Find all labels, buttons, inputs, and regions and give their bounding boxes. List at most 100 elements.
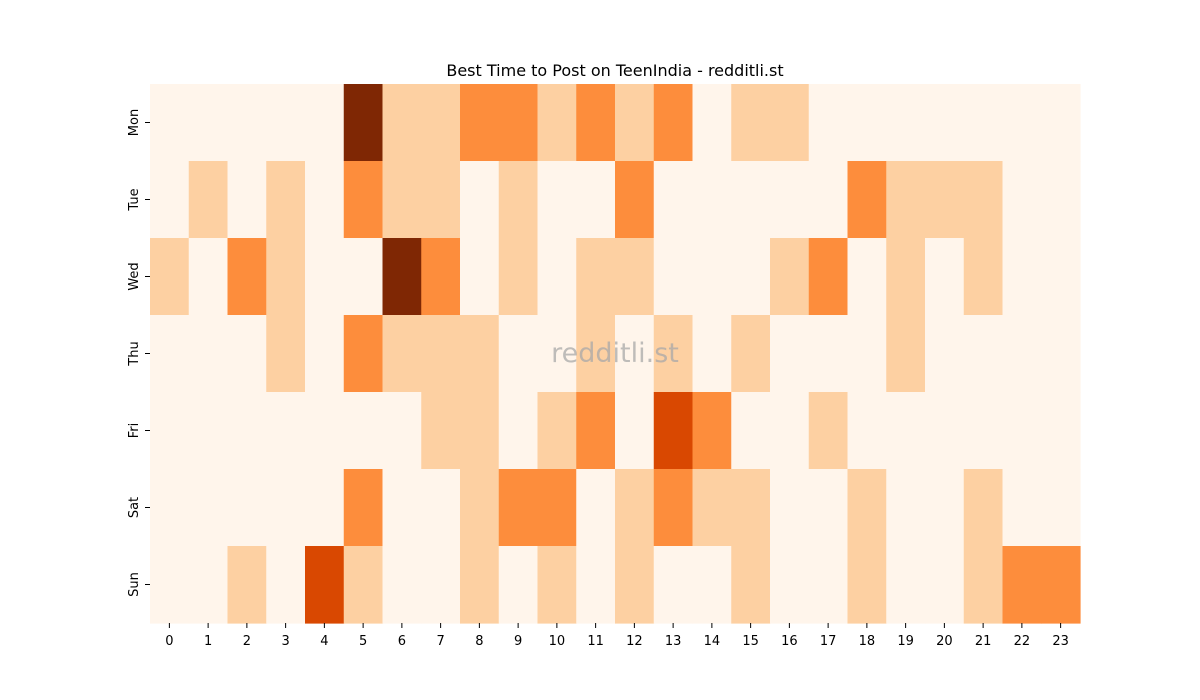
heatmap-cell-thu-8 xyxy=(460,315,500,393)
heatmap-cell-wed-21 xyxy=(963,238,1004,316)
heatmap-cell-mon-22 xyxy=(1002,84,1042,162)
heatmap-cell-tue-23 xyxy=(1041,161,1081,239)
heatmap-cell-sun-23 xyxy=(1041,546,1081,624)
heatmap-cell-mon-21 xyxy=(963,84,1004,162)
heatmap-cell-tue-21 xyxy=(963,161,1004,239)
heatmap-cell-thu-19 xyxy=(886,315,926,393)
heatmap-cell-thu-14 xyxy=(692,315,732,393)
heatmap-cell-mon-20 xyxy=(925,84,965,162)
heatmap-cell-thu-10 xyxy=(537,315,577,393)
heatmap-cell-wed-4 xyxy=(305,238,345,316)
heatmap-cell-fri-19 xyxy=(886,392,926,470)
heatmap-cell-sat-17 xyxy=(808,469,849,547)
heatmap-cell-wed-1 xyxy=(188,238,229,316)
heatmap-cell-mon-18 xyxy=(847,84,887,162)
heatmap-cell-wed-0 xyxy=(150,238,190,316)
x-tick-label: 17 xyxy=(820,634,837,649)
heatmap-cell-sun-21 xyxy=(963,546,1004,624)
heatmap-cell-wed-2 xyxy=(227,238,267,316)
heatmap-cell-wed-19 xyxy=(886,238,926,316)
heatmap-cell-tue-15 xyxy=(731,161,771,239)
heatmap-cell-fri-11 xyxy=(576,392,616,470)
heatmap-cell-thu-21 xyxy=(963,315,1004,393)
x-tick-label: 10 xyxy=(549,634,566,649)
heatmap-cell-fri-5 xyxy=(343,392,384,470)
heatmap-cell-mon-23 xyxy=(1041,84,1081,162)
x-tick-label: 9 xyxy=(514,634,522,649)
heatmap-cell-sat-19 xyxy=(886,469,926,547)
heatmap-cell-mon-15 xyxy=(731,84,771,162)
heatmap-cell-sat-22 xyxy=(1002,469,1042,547)
heatmap-cell-fri-17 xyxy=(808,392,849,470)
x-tick-label: 15 xyxy=(742,634,759,649)
x-tick-label: 8 xyxy=(475,634,483,649)
heatmap-cell-wed-10 xyxy=(537,238,577,316)
heatmap-cell-sat-15 xyxy=(731,469,771,547)
x-tick-label: 16 xyxy=(781,634,798,649)
x-tick-label: 2 xyxy=(243,634,251,649)
heatmap-cell-wed-23 xyxy=(1041,238,1081,316)
heatmap-cell-sun-1 xyxy=(188,546,229,624)
heatmap-cell-sat-0 xyxy=(150,469,190,547)
heatmap-cell-fri-10 xyxy=(537,392,577,470)
heatmap-cell-wed-17 xyxy=(808,238,849,316)
heatmap-cell-sun-17 xyxy=(808,546,849,624)
heatmap-cell-mon-1 xyxy=(188,84,229,162)
y-tick-label: Mon xyxy=(127,109,142,136)
heatmap-cell-tue-13 xyxy=(653,161,694,239)
heatmap-cell-sat-2 xyxy=(227,469,267,547)
heatmap-cell-thu-9 xyxy=(498,315,539,393)
heatmap-cell-wed-3 xyxy=(266,238,306,316)
y-tick-label: Sun xyxy=(127,572,142,597)
heatmap-cell-mon-9 xyxy=(498,84,539,162)
heatmap-cell-tue-4 xyxy=(305,161,345,239)
heatmap-cell-sun-14 xyxy=(692,546,732,624)
heatmap-cell-tue-1 xyxy=(188,161,229,239)
heatmap-cell-wed-18 xyxy=(847,238,887,316)
heatmap-cell-fri-22 xyxy=(1002,392,1042,470)
heatmap-cell-sat-12 xyxy=(615,469,655,547)
heatmap-cell-sat-3 xyxy=(266,469,306,547)
heatmap-cell-sat-5 xyxy=(343,469,384,547)
heatmap-cell-sat-16 xyxy=(770,469,810,547)
heatmap-cell-tue-7 xyxy=(421,161,461,239)
heatmap-cell-sun-18 xyxy=(847,546,887,624)
heatmap-cell-fri-12 xyxy=(615,392,655,470)
heatmap-cell-tue-20 xyxy=(925,161,965,239)
heatmap-cell-wed-6 xyxy=(382,238,422,316)
heatmap-cell-thu-18 xyxy=(847,315,887,393)
heatmap-cell-mon-0 xyxy=(150,84,190,162)
x-tick-label: 12 xyxy=(626,634,643,649)
heatmap-cell-sun-16 xyxy=(770,546,810,624)
heatmap-cell-sun-20 xyxy=(925,546,965,624)
heatmap-cell-wed-15 xyxy=(731,238,771,316)
heatmap-cell-wed-5 xyxy=(343,238,384,316)
heatmap-cell-wed-9 xyxy=(498,238,539,316)
heatmap-cell-wed-8 xyxy=(460,238,500,316)
x-tick-label: 1 xyxy=(204,634,212,649)
heatmap-cell-sat-9 xyxy=(498,469,539,547)
heatmap-cell-mon-17 xyxy=(808,84,849,162)
heatmap-cell-sun-15 xyxy=(731,546,771,624)
x-tick-label: 13 xyxy=(665,634,682,649)
heatmap-cell-mon-5 xyxy=(343,84,384,162)
heatmap-cell-fri-9 xyxy=(498,392,539,470)
heatmap-cell-thu-15 xyxy=(731,315,771,393)
heatmap-cell-tue-16 xyxy=(770,161,810,239)
heatmap-cell-fri-3 xyxy=(266,392,306,470)
x-tick-label: 5 xyxy=(359,634,367,649)
heatmap-cell-tue-2 xyxy=(227,161,267,239)
heatmap-cell-wed-7 xyxy=(421,238,461,316)
heatmap-cell-tue-10 xyxy=(537,161,577,239)
heatmap-cell-mon-11 xyxy=(576,84,616,162)
x-tick-label: 14 xyxy=(704,634,721,649)
heatmap-cell-thu-16 xyxy=(770,315,810,393)
heatmap-cell-tue-0 xyxy=(150,161,190,239)
heatmap-cell-fri-6 xyxy=(382,392,422,470)
heatmap-cell-wed-14 xyxy=(692,238,732,316)
heatmap-cell-thu-12 xyxy=(615,315,655,393)
heatmap-cell-sun-7 xyxy=(421,546,461,624)
x-tick-label: 18 xyxy=(859,634,876,649)
heatmap-cell-mon-10 xyxy=(537,84,577,162)
